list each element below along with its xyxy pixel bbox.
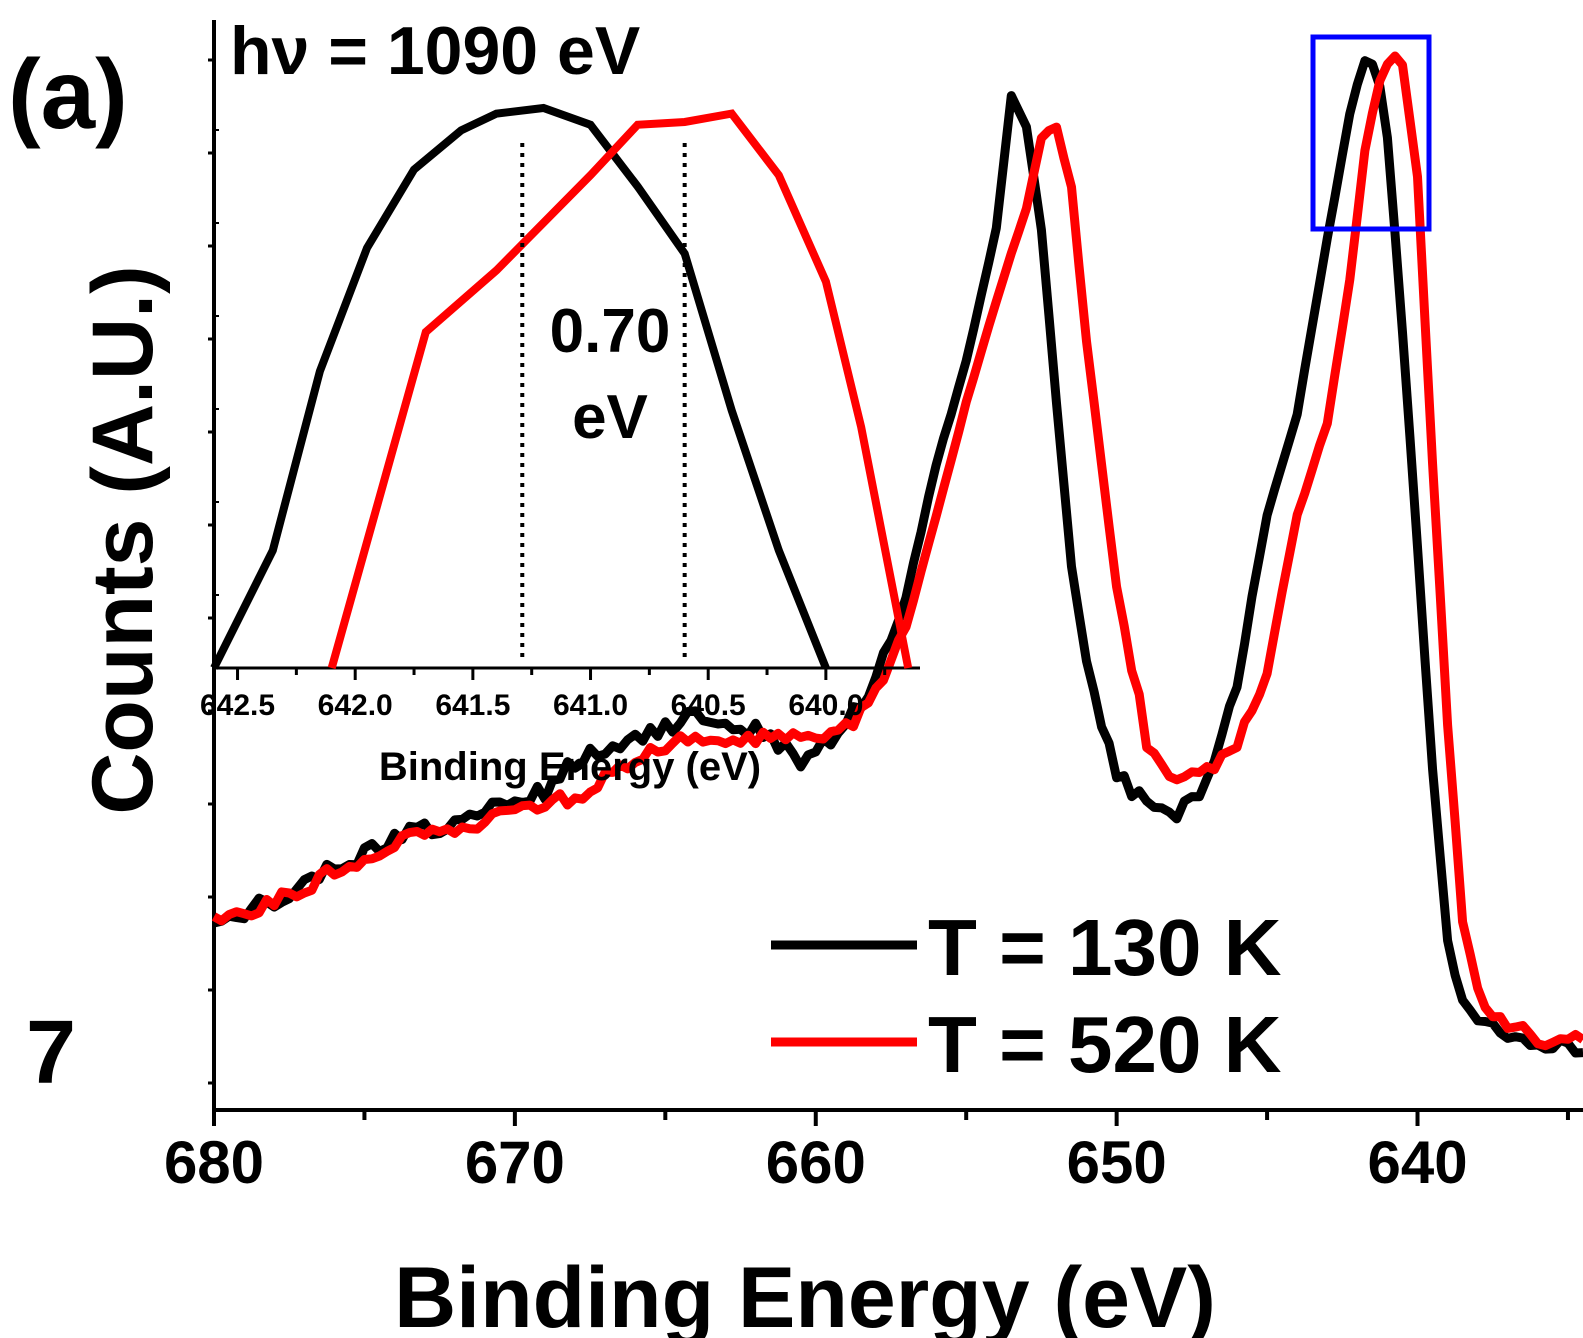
- inset-x-tick-label: 642.0: [318, 689, 393, 722]
- inset-peak-markers: [520, 143, 687, 660]
- main-x-tick-label: 680: [164, 1129, 264, 1196]
- inset-x-tick-label: 641.0: [553, 689, 628, 722]
- inset-shift-value: 0.70: [550, 297, 671, 366]
- inset-x-tick-label: 641.5: [435, 689, 510, 722]
- inset-shift-unit: eV: [572, 383, 648, 452]
- inset-x-tick-label: 640.0: [788, 689, 863, 722]
- main-x-tick-label: 660: [766, 1129, 866, 1196]
- main-x-tick-label: 670: [465, 1129, 565, 1196]
- inset-series-line-t-130-k: [210, 103, 830, 670]
- zoom-region-box: [1310, 34, 1432, 232]
- main-x-axis-label: Binding Energy (eV): [394, 1250, 1216, 1338]
- main-axes: 680 670 660 650 640: [164, 20, 1583, 1196]
- inset-axes: 642.5 642.0 641.5 641.0 640.5 640.0: [200, 88, 920, 722]
- main-y-axis-label: Counts (A.U.): [75, 265, 171, 814]
- inset-series-line-t-520-k: [327, 109, 913, 670]
- legend-label-130k: T = 130 K: [928, 903, 1282, 992]
- series-line-t-130-k: [212, 56, 1583, 1058]
- main-series-group: [211, 51, 1583, 1058]
- series-line-t-520-k: [211, 51, 1583, 1051]
- legend-label-520k: T = 520 K: [928, 1000, 1282, 1089]
- inset-x-axis-label: Binding Energy (eV): [379, 745, 761, 789]
- inset-x-tick-label: 642.5: [200, 689, 275, 722]
- inset-x-tick-label: 640.5: [671, 689, 746, 722]
- panel-label: (a): [8, 39, 128, 149]
- inset-series-group: [210, 103, 913, 670]
- main-x-tick-label: 650: [1067, 1129, 1167, 1196]
- legend: T = 130 K T = 520 K: [771, 903, 1282, 1089]
- photon-energy-label: hν = 1090 eV: [230, 13, 640, 89]
- main-x-tick-label: 640: [1367, 1129, 1467, 1196]
- corner-number: 7: [26, 1003, 76, 1103]
